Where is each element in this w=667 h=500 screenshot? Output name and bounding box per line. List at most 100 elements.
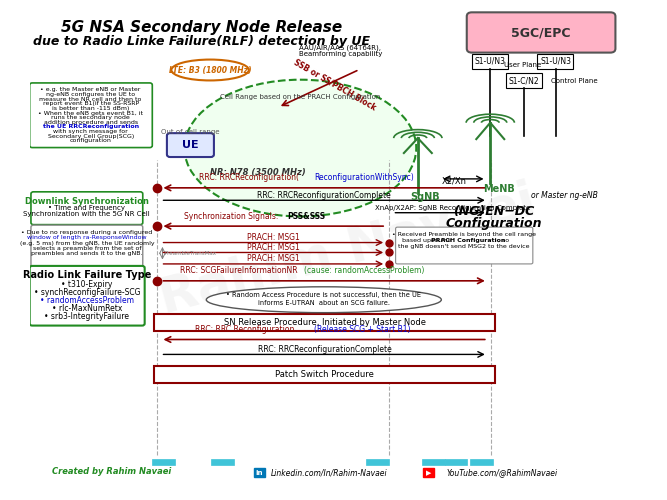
Text: AAU/AIR/AAS (64T64R),: AAU/AIR/AAS (64T64R), <box>299 44 382 51</box>
Text: preambles and sends it to the gNB.: preambles and sends it to the gNB. <box>31 252 143 256</box>
Text: LTE: B3 (1800 MHz): LTE: B3 (1800 MHz) <box>169 66 251 74</box>
Text: Synchronization with the 5G NR Cell: Synchronization with the 5G NR Cell <box>23 210 150 216</box>
Ellipse shape <box>206 287 442 312</box>
Text: PSS&SSS: PSS&SSS <box>287 212 325 221</box>
Ellipse shape <box>171 60 249 80</box>
FancyBboxPatch shape <box>31 192 143 224</box>
Text: SgNB: SgNB <box>411 192 440 202</box>
FancyBboxPatch shape <box>538 54 574 68</box>
Text: ng-eNB configures the UE to: ng-eNB configures the UE to <box>46 92 135 97</box>
Text: PRACH: MSG1: PRACH: MSG1 <box>247 243 299 252</box>
Text: SSB or SS/PBCH Block: SSB or SS/PBCH Block <box>293 57 378 112</box>
Text: 5G NSA Secondary Node Release: 5G NSA Secondary Node Release <box>61 20 342 35</box>
FancyBboxPatch shape <box>254 468 265 477</box>
Text: PRACH Configuration: PRACH Configuration <box>432 238 506 242</box>
Text: the gNB doesn't send MSG2 to the device: the gNB doesn't send MSG2 to the device <box>398 244 530 248</box>
Text: ▶: ▶ <box>426 470 432 476</box>
Text: (Release SCG + Start B1): (Release SCG + Start B1) <box>314 325 411 334</box>
Text: • rlc-MaxNumRetx: • rlc-MaxNumRetx <box>51 304 122 313</box>
Text: due to Radio Linke Failure(RLF) detection by UE: due to Radio Linke Failure(RLF) detectio… <box>33 34 370 48</box>
FancyBboxPatch shape <box>423 468 434 477</box>
Text: • When the eNB gets event B1, it: • When the eNB gets event B1, it <box>38 110 143 116</box>
Text: S1-U/N3: S1-U/N3 <box>475 56 506 66</box>
Text: window of length ra-ResponseWindow: window of length ra-ResponseWindow <box>27 235 147 240</box>
FancyBboxPatch shape <box>506 74 542 88</box>
Text: Cell Range based on the PRACH Configuration: Cell Range based on the PRACH Configurat… <box>220 94 380 100</box>
Text: Rahim Navaei: Rahim Navaei <box>155 176 542 324</box>
Text: S1-C/N2: S1-C/N2 <box>509 76 539 86</box>
Text: report event B1(if the SS-RSRP: report event B1(if the SS-RSRP <box>43 102 139 106</box>
Text: based upon the: based upon the <box>402 238 453 242</box>
Text: PreambleTransMax: PreambleTransMax <box>164 250 216 256</box>
Text: (cause: randomAccessProblem): (cause: randomAccessProblem) <box>303 266 424 276</box>
Text: , so: , so <box>498 238 509 242</box>
Text: Synchronization Signals:: Synchronization Signals: <box>184 212 281 221</box>
Text: PRACH: MSG1: PRACH: MSG1 <box>247 233 299 242</box>
Text: configuration: configuration <box>70 138 111 143</box>
Text: the UE RRCReconfiguration: the UE RRCReconfiguration <box>43 124 139 130</box>
Text: ReconfigurationWithSync): ReconfigurationWithSync) <box>314 173 414 182</box>
Text: • Received Preamble is beyond the cell range: • Received Preamble is beyond the cell r… <box>392 232 536 236</box>
Text: • randomAccessProblem: • randomAccessProblem <box>40 296 134 305</box>
Text: or Master ng-eNB: or Master ng-eNB <box>530 191 598 200</box>
Text: SN Release Procedure, Initiated by Master Node: SN Release Procedure, Initiated by Maste… <box>223 318 426 327</box>
Text: XnAp/X2AP: SgNB Reconfiguration Complete: XnAp/X2AP: SgNB Reconfiguration Complete <box>375 204 530 210</box>
FancyBboxPatch shape <box>444 459 468 466</box>
Text: User Plane: User Plane <box>504 62 542 68</box>
Text: runs the secondary node: runs the secondary node <box>51 115 130 120</box>
Text: is better than -115 dBm): is better than -115 dBm) <box>52 106 129 111</box>
Text: • synchReconfigFailure-SCG: • synchReconfigFailure-SCG <box>33 288 140 298</box>
Text: • Random Access Procedure is not successful, then the UE: • Random Access Procedure is not success… <box>226 292 422 298</box>
Text: Patch Switch Procedure: Patch Switch Procedure <box>275 370 374 380</box>
Text: RRC: RRC Reconfiguration: RRC: RRC Reconfiguration <box>195 325 297 334</box>
Text: Radio Link Failure Type: Radio Link Failure Type <box>23 270 151 280</box>
FancyBboxPatch shape <box>396 227 533 264</box>
Text: Created by Rahim Navaei: Created by Rahim Navaei <box>52 468 171 476</box>
Text: RRC: SCGFailureInformationNR: RRC: SCGFailureInformationNR <box>180 266 300 276</box>
Text: • srb3-IntegrityFailure: • srb3-IntegrityFailure <box>45 312 129 321</box>
Text: selects a preamble from the set of: selects a preamble from the set of <box>33 246 141 251</box>
Text: PRACH: MSG1: PRACH: MSG1 <box>247 254 299 264</box>
FancyBboxPatch shape <box>167 133 214 157</box>
FancyBboxPatch shape <box>467 12 616 52</box>
FancyBboxPatch shape <box>422 459 444 466</box>
FancyBboxPatch shape <box>472 54 508 68</box>
Text: S1-U/N3: S1-U/N3 <box>540 56 571 66</box>
Text: Beamforming capability: Beamforming capability <box>299 50 382 56</box>
FancyBboxPatch shape <box>30 266 145 326</box>
Text: UE: UE <box>182 140 199 149</box>
Text: RRC: RRCReconfiguration(: RRC: RRCReconfiguration( <box>199 173 299 182</box>
FancyBboxPatch shape <box>152 459 175 466</box>
Text: Configuration: Configuration <box>446 217 542 230</box>
Text: NR: N78 (3500 MHz): NR: N78 (3500 MHz) <box>210 168 305 177</box>
Text: with synch message for: with synch message for <box>53 129 128 134</box>
Text: informs E-UTRAN  about an SCG failure.: informs E-UTRAN about an SCG failure. <box>258 300 390 306</box>
FancyBboxPatch shape <box>366 459 389 466</box>
Text: Out of cell range: Out of cell range <box>161 129 219 135</box>
Text: (e.g. 5 ms) from the gNB, the UE randomly: (e.g. 5 ms) from the gNB, the UE randoml… <box>19 240 154 246</box>
Text: X2/Xn: X2/Xn <box>442 177 466 186</box>
FancyBboxPatch shape <box>30 83 152 148</box>
Text: (NG)EN−DC: (NG)EN−DC <box>454 204 535 218</box>
Text: • t310-Expiry: • t310-Expiry <box>61 280 113 289</box>
Text: Control Plane: Control Plane <box>551 78 598 84</box>
FancyBboxPatch shape <box>154 314 496 331</box>
Text: in: in <box>255 470 263 476</box>
Text: RRC: RRCReconfigurationComplete: RRC: RRCReconfigurationComplete <box>257 191 391 200</box>
Text: Linkedin.com/In/Rahim-Navaei: Linkedin.com/In/Rahim-Navaei <box>271 468 388 477</box>
Text: measure the NR cell and then to: measure the NR cell and then to <box>39 96 142 102</box>
FancyBboxPatch shape <box>154 366 496 384</box>
Text: MeNB: MeNB <box>484 184 515 194</box>
Text: addition procedure and sends: addition procedure and sends <box>43 120 137 125</box>
Ellipse shape <box>184 80 416 216</box>
Text: YouTube.com/@RahimNavaei: YouTube.com/@RahimNavaei <box>446 468 557 477</box>
Text: • e.g. the Master eNB or Master: • e.g. the Master eNB or Master <box>41 88 141 92</box>
Text: RRC: RRCReconfigurationComplete: RRC: RRCReconfigurationComplete <box>258 345 392 354</box>
Text: • Time and Frequency: • Time and Frequency <box>49 205 125 211</box>
FancyBboxPatch shape <box>470 459 493 466</box>
Text: 5GC/EPC: 5GC/EPC <box>512 26 571 39</box>
FancyBboxPatch shape <box>211 459 234 466</box>
FancyBboxPatch shape <box>31 225 143 268</box>
Text: Secondary Cell Group(SCG): Secondary Cell Group(SCG) <box>47 134 134 138</box>
Text: • Due to no response during a configured: • Due to no response during a configured <box>21 230 153 234</box>
